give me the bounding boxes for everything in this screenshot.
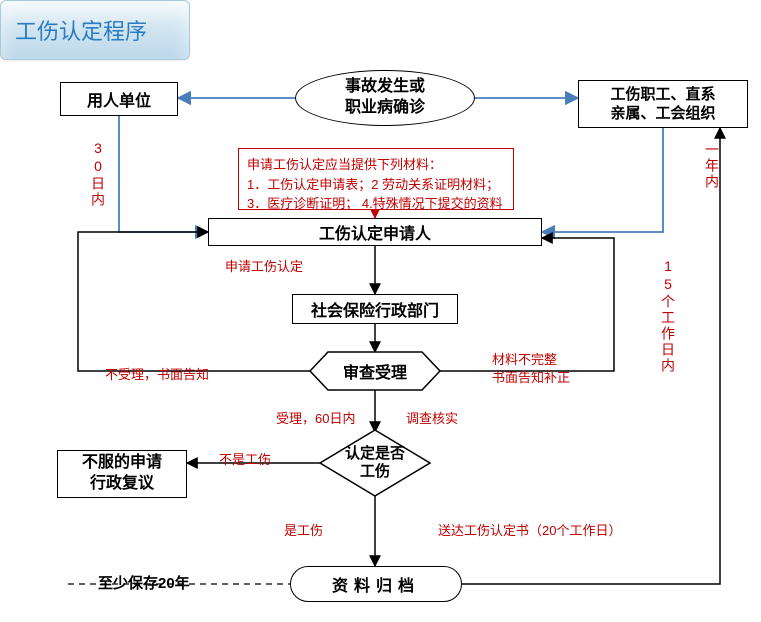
node-appeal-label: 不服的申请 行政复议 <box>82 453 162 495</box>
node-event-label: 事故发生或 职业病确诊 <box>345 77 425 119</box>
node-archive-label: 资料归档 <box>332 572 420 596</box>
node-review: 审查受理 <box>310 352 440 390</box>
label-accept: 受理，60日内 <box>276 408 355 427</box>
node-dept: 社会保险行政部门 <box>292 294 458 324</box>
label-deliver: 送达工伤认定书（20个工作日） <box>438 520 621 539</box>
label-incomplete: 材料不完整 书面告知补正 <box>492 351 570 387</box>
title-badge: 工伤认定程序 <box>0 0 190 60</box>
node-note-label: 申请工伤认定应当提供下列材料： 1．工伤认定申请表；2 劳动关系证明材料；3．医… <box>247 157 503 211</box>
label-apply: 申请工伤认定 <box>225 256 303 275</box>
node-dept-label: 社会保险行政部门 <box>311 297 439 321</box>
node-applicant-label: 工伤认定申请人 <box>319 220 431 244</box>
title-text: 工伤认定程序 <box>15 14 147 46</box>
label-isinjury: 是工伤 <box>284 520 323 539</box>
node-employer-label: 用人单位 <box>87 87 151 111</box>
label-reject: 不受理，书面告知 <box>105 364 209 383</box>
node-review-label: 审查受理 <box>343 359 407 383</box>
label-1year: 一年内 <box>702 142 722 190</box>
node-employer: 用人单位 <box>60 82 178 116</box>
node-event: 事故发生或 职业病确诊 <box>295 70 475 126</box>
node-archive: 资料归档 <box>290 566 462 602</box>
node-worker-label: 工伤职工、直系 亲属、工会组织 <box>610 85 715 124</box>
node-appeal: 不服的申请 行政复议 <box>57 450 187 498</box>
node-note: 申请工伤认定应当提供下列材料： 1．工伤认定申请表；2 劳动关系证明材料；3．医… <box>238 148 514 210</box>
label-15days: 15个工作日内 <box>658 258 678 374</box>
label-notinjury: 不是工伤 <box>219 449 271 468</box>
label-investigate: 调查核实 <box>406 408 458 427</box>
label-keep20: 至少保存20年 <box>98 572 190 593</box>
label-30days: 30日内 <box>88 140 108 208</box>
node-applicant: 工伤认定申请人 <box>208 218 542 246</box>
node-worker: 工伤职工、直系 亲属、工会组织 <box>578 80 748 128</box>
node-decide: 认定是否 工伤 <box>320 430 430 496</box>
node-decide-label: 认定是否 工伤 <box>345 445 405 481</box>
